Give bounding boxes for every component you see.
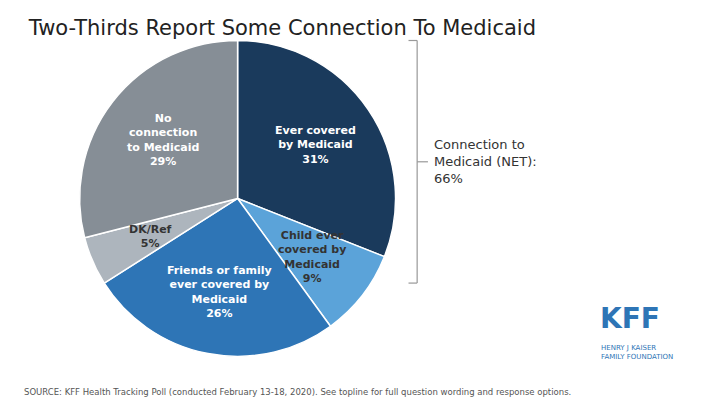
svg-text:Child evercovered byMedicaid9%: Child evercovered byMedicaid9%: [278, 229, 346, 285]
svg-text:KFF: KFF: [600, 302, 660, 335]
svg-text:Connection toMedicaid (NET):66: Connection toMedicaid (NET):66%: [434, 137, 537, 186]
svg-text:Two-Thirds Report Some Connect: Two-Thirds Report Some Connection To Med…: [28, 16, 536, 40]
svg-text:Noconnectionto Medicaid29%: Noconnectionto Medicaid29%: [127, 112, 199, 168]
svg-text:DK/Ref5%: DK/Ref5%: [129, 223, 172, 250]
svg-text:Ever coveredby Medicaid31%: Ever coveredby Medicaid31%: [275, 124, 356, 166]
svg-text:SOURCE: KFF Health Tracking Po: SOURCE: KFF Health Tracking Poll (conduc…: [24, 387, 571, 397]
svg-text:HENRY J KAISERFAMILY FOUNDATIO: HENRY J KAISERFAMILY FOUNDATION: [601, 344, 673, 361]
svg-text:Friends or familyever covered: Friends or familyever covered byMedicaid…: [167, 264, 272, 320]
